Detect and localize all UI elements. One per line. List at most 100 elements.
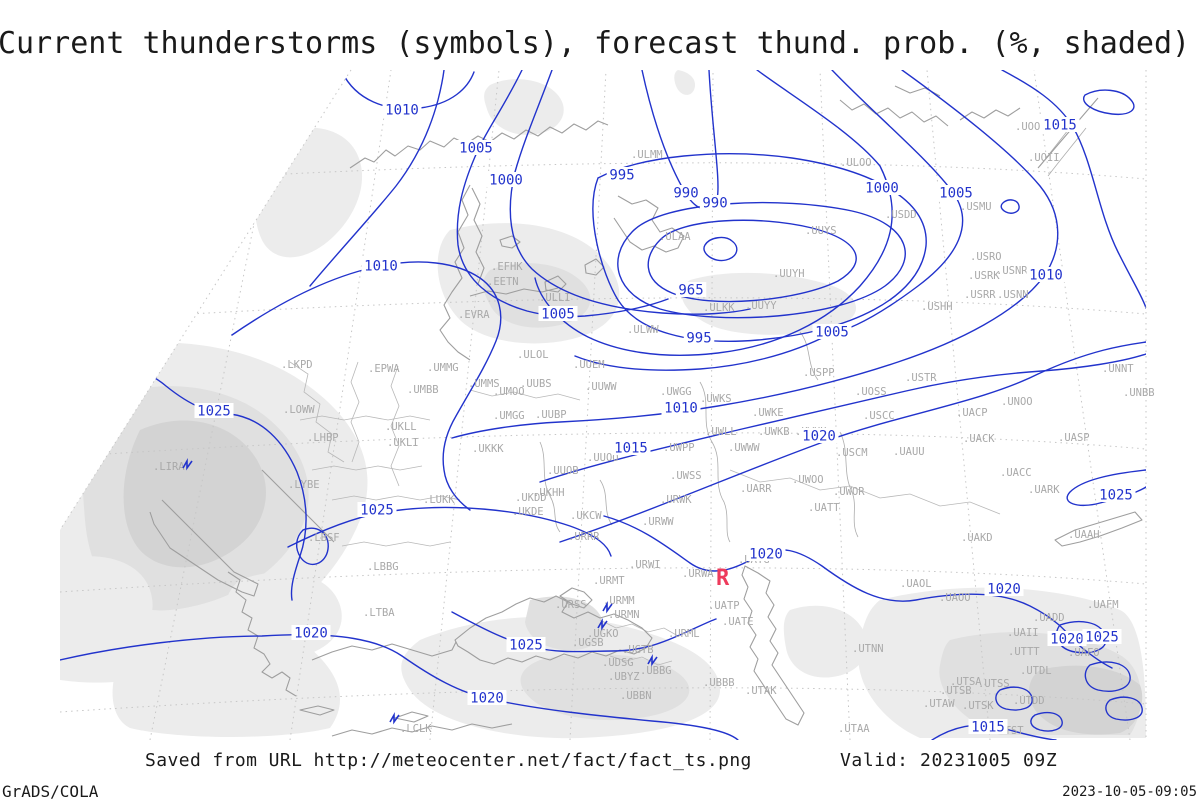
isobar-path — [451, 611, 717, 653]
coastline — [959, 107, 1021, 121]
isobar-label-box — [661, 400, 701, 415]
isobar-path — [539, 353, 1146, 483]
station-label-UGKO: .UGKO — [587, 628, 619, 640]
station-label-UNNT: .UNNT — [1102, 363, 1134, 375]
station-label-UBBN: .UBBN — [620, 690, 652, 702]
river — [699, 381, 731, 543]
thunder-prob-shade — [1028, 665, 1143, 735]
grads-cola-label: GrADS/COLA — [2, 782, 99, 800]
station-label-USPP: .USPP — [803, 367, 835, 379]
station-label-UBBG: .UBBG — [640, 665, 672, 677]
station-label-UNBB: .UNBB — [1123, 387, 1155, 399]
coastline — [584, 258, 605, 276]
isobar-label-box — [968, 719, 1008, 734]
isobar-path — [574, 70, 964, 371]
isobar-label: 1005 — [459, 141, 493, 157]
country-border — [729, 469, 1001, 515]
station-label-LKPD: .LKPD — [281, 359, 313, 371]
isobar-label-box — [456, 140, 496, 155]
station-label-ULMM: .ULMM — [631, 149, 663, 161]
isobar-path — [60, 634, 739, 740]
river — [839, 431, 859, 538]
station-label-UOSS: .UOSS — [855, 386, 887, 398]
isobar-label: 1005 — [541, 307, 575, 323]
station-label-UMBB: .UMBB — [407, 384, 439, 396]
isobar-label: 1020 — [987, 582, 1021, 598]
isobar-label-box — [746, 546, 786, 561]
isobar-label-box — [699, 195, 731, 210]
isobar-label: 1025 — [360, 503, 394, 519]
country-border — [299, 415, 431, 421]
isobar-label: 1015 — [971, 720, 1005, 736]
isobar-label-box — [683, 330, 715, 345]
station-label-UATT: .UATT — [808, 502, 840, 514]
isobar-path — [1030, 711, 1063, 732]
coastline — [1054, 511, 1143, 547]
isobar-label-box — [361, 258, 401, 273]
isobar-label: 990 — [673, 186, 698, 202]
isobar-label-box — [194, 403, 234, 418]
station-label-UWKB: .UWKB — [758, 426, 790, 438]
station-label-UGTB: .UGTB — [622, 644, 654, 656]
station-label-UAFO: .UAFO — [1068, 647, 1100, 659]
station-label-USMU: .USMU — [960, 201, 992, 213]
coastline — [311, 641, 457, 661]
graticule-line — [60, 432, 1146, 458]
station-label-UNOO: .UNOO — [1001, 396, 1033, 408]
station-label-UWPP: .UWPP — [663, 442, 695, 454]
graticule-line — [60, 567, 1146, 593]
isobar-label-box — [1047, 631, 1087, 646]
station-label-UASP: .UASP — [1058, 432, 1090, 444]
coastline — [227, 571, 297, 697]
station-label-UADD: .UADD — [1033, 612, 1065, 624]
graticule-line — [60, 297, 1146, 323]
valid-time-text: Valid: 20231005 09Z — [840, 750, 1058, 771]
isobar-label-box — [984, 581, 1024, 596]
station-label-UKDD: .UKDD — [515, 492, 547, 504]
station-label-UTAA: .UTAA — [838, 723, 870, 735]
station-label-URWK: .URWK — [660, 494, 692, 506]
station-label-UATE: .UATE — [722, 616, 754, 628]
country-border — [341, 541, 451, 547]
station-label-ULOL: .ULOL — [517, 349, 549, 361]
isobar-label: 1025 — [197, 404, 231, 420]
station-label-USCM: .USCM — [836, 447, 868, 459]
station-label-EVRA: .EVRA — [458, 309, 490, 321]
station-label-UWSS: .UWSS — [670, 470, 702, 482]
isobar-label: 995 — [609, 168, 634, 184]
isobar-label: 1010 — [1029, 268, 1063, 284]
station-label-UBBB: .UBBB — [703, 677, 735, 689]
station-label-UTDD: .UTDD — [1013, 695, 1045, 707]
station-label-UWOR: .UWOR — [833, 486, 865, 498]
station-label-UTSB: .UTSB — [940, 685, 972, 697]
station-labels-layer: .ULMM .ULOO .USDD .ULAA .UUYS .UUYH .ULKK .UUYY… — [153, 121, 1155, 737]
station-label-UACP: .UACP — [956, 407, 988, 419]
coastlines-layer — [149, 85, 1143, 737]
station-label-USHH: .USHH — [921, 301, 953, 313]
weather-symbol-blue — [647, 653, 658, 667]
river — [599, 479, 613, 526]
station-label-LBBG: .LBBG — [367, 561, 399, 573]
station-label-URSS: .URSS — [555, 599, 587, 611]
station-label-UUYH: .UUYH — [773, 268, 805, 280]
isobar-path — [995, 686, 1033, 711]
graticule-line — [926, 70, 991, 740]
isobar-label: 990 — [702, 196, 727, 212]
saved-from-url-text: Saved from URL http://meteocenter.net/fa… — [145, 750, 752, 771]
country-borders-layer — [289, 361, 1001, 666]
weather-symbol-blue — [182, 457, 193, 471]
station-label-UTSA: .UTSA — [950, 676, 982, 688]
station-label-UTSK: .UTSK — [962, 700, 994, 712]
graticule-line — [709, 70, 714, 740]
thunder-prob-shade — [254, 127, 363, 258]
station-label-LBSF: .LBSF — [308, 532, 340, 544]
country-border — [311, 465, 423, 471]
station-label-UOII: .UOII — [1028, 152, 1060, 164]
weather-symbol-blue — [389, 711, 400, 725]
station-label-LIRA: .LIRA — [153, 461, 185, 473]
country-border — [599, 619, 679, 637]
isobar-label: 1025 — [509, 638, 543, 654]
station-label-UUYY: .UUYY — [745, 300, 777, 312]
coastline — [299, 705, 335, 716]
isobar-path — [1105, 696, 1143, 721]
